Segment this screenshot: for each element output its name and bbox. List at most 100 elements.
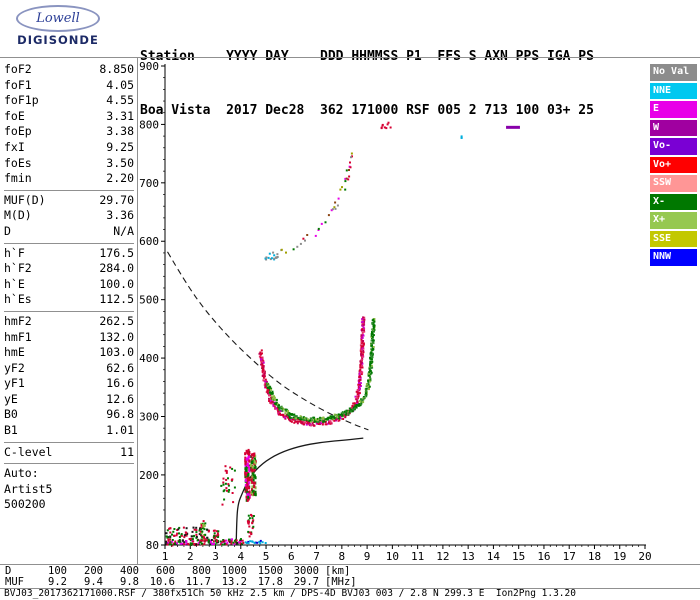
x-tick-label: 4 [237, 550, 244, 563]
muf-table-divider [0, 564, 700, 565]
param-row: foF2 8.850 [4, 62, 134, 78]
param-row: 500200 [4, 497, 134, 513]
trace-F1-cusp-a [244, 448, 251, 502]
param-label: hmF1 [4, 329, 32, 344]
muf-cell: 600 [156, 565, 175, 577]
param-group: C-level 11 [4, 443, 134, 465]
y-tick-label: 600 [139, 235, 159, 248]
param-value: 3.36 [106, 208, 134, 223]
muf-cell: 400 [120, 565, 139, 577]
header-line-1: Station YYYY DAY DDD HHMMSS P1 FFS S AXN… [140, 49, 594, 64]
param-value: 4.55 [106, 93, 134, 108]
param-label: h`Es [4, 292, 32, 307]
y-tick-label: 500 [139, 294, 159, 307]
muf-cell: 13.2 [221, 576, 247, 588]
trace-second-hop-trace [280, 152, 353, 254]
legend-item-vo-: Vo- [650, 138, 697, 155]
muf-cell: 29.7 [293, 576, 319, 588]
lowell-digisonde-logo: Lowell DIGISONDE [8, 5, 108, 47]
param-value: 62.6 [106, 360, 134, 375]
param-row: fxI 9.25 [4, 140, 134, 156]
param-value: 8.850 [99, 62, 134, 76]
param-value: 132.0 [99, 329, 134, 344]
param-label: yE [4, 391, 18, 406]
muf-unit: [km] [325, 565, 351, 577]
param-value: 96.8 [106, 407, 134, 422]
param-row: foEp 3.38 [4, 124, 134, 140]
muf-table-row-muf: MUF 9.2 9.4 9.8 10.6 11.7 13.2 17.8 29.7 [MHz] [5, 577, 357, 588]
parameter-panel: foF2 8.850 foF1 4.05 foF1p 4.55 foE 3.31 foEp 3.3… [4, 60, 134, 516]
param-row: h`F 176.5 [4, 246, 134, 262]
legend-item-sse: SSE [650, 230, 697, 247]
param-label: foF2 [4, 62, 32, 76]
muf-cell: 17.8 [257, 576, 283, 588]
param-row: hmF1 132.0 [4, 330, 134, 346]
x-tick-label: 10 [386, 550, 399, 563]
x-tick-label: 2 [187, 550, 194, 563]
x-axis: 1 2 3 4 5 6 7 8 9 10 11 12 13 14 15 16 17 18 19 20 [162, 545, 652, 563]
param-group: foF2 8.850 foF1 4.05 foF1p 4.55 foE 3.31 foEp 3.3… [4, 60, 134, 191]
legend-item-vo-: Vo+ [650, 156, 697, 173]
muf-cell: 10.6 [149, 576, 175, 588]
legend-item-nnw: NNW [650, 249, 697, 266]
param-label: foF1 [4, 77, 32, 92]
param-value: N/A [113, 223, 134, 238]
y-tick-label: 800 [139, 118, 159, 131]
param-value: 262.5 [99, 313, 134, 328]
muf3000-transmission-curve [167, 251, 369, 431]
param-value: 3.50 [106, 155, 134, 170]
param-label: h`E [4, 276, 25, 291]
param-label: h`F2 [4, 261, 32, 276]
muf-unit: [MHz] [325, 576, 357, 588]
param-row: foF1 4.05 [4, 78, 134, 94]
param-label: Artist5 [4, 481, 53, 496]
param-row: C-level 11 [4, 445, 134, 461]
y-tick-label: 900 [139, 60, 159, 73]
footer-divider [0, 588, 700, 589]
legend-item-x-: X+ [650, 212, 697, 229]
legend-item-x-: X- [650, 193, 697, 210]
param-label: foE [4, 108, 25, 123]
param-value: 100.0 [99, 276, 134, 291]
trace-spread-F-dots-red [380, 121, 392, 130]
x-tick-label: 19 [613, 550, 626, 563]
param-label: MUF(D) [4, 192, 46, 207]
legend-item-ssw: SSW [650, 175, 697, 192]
muf-cell: 3000 [293, 565, 319, 577]
x-tick-label: 11 [411, 550, 424, 563]
param-row: B0 96.8 [4, 407, 134, 423]
trace-second-hop-left-scatter [264, 251, 279, 261]
param-value: 3.31 [106, 108, 134, 123]
param-row: D N/A [4, 224, 134, 240]
y-tick-label: 200 [139, 469, 159, 482]
param-value: 11 [120, 444, 134, 459]
param-value: 1.01 [106, 423, 134, 438]
true-height-profile [235, 437, 364, 546]
x-tick-label: 18 [588, 550, 601, 563]
y-tick-label: 300 [139, 410, 159, 423]
y-tick-label: 400 [139, 352, 159, 365]
axes [164, 64, 646, 546]
muf-cell: 9.2 [48, 576, 67, 588]
param-label: M(D) [4, 208, 32, 223]
param-value: 3.38 [106, 124, 134, 139]
x-tick-label: 16 [537, 550, 550, 563]
param-group: MUF(D) 29.70 M(D) 3.36 D N/A [4, 191, 134, 244]
param-label: B0 [4, 407, 18, 422]
param-row: h`Es 112.5 [4, 292, 134, 308]
trace-Es-second-order [246, 513, 255, 538]
x-tick-label: 1 [162, 550, 169, 563]
param-row: fmin 2.20 [4, 171, 134, 187]
station-header: Station YYYY DAY DDD HHMMSS P1 FFS S AXN… [140, 12, 594, 156]
trace-Es-spike-b [212, 529, 220, 543]
param-row: Artist5 [4, 482, 134, 498]
muf-distance-table: D 100 200 400 600 800 1000 1500 3000 [km] MUF 9.2 9.… [5, 566, 357, 588]
param-label: foF1p [4, 93, 39, 108]
logo-ellipse: Lowell [16, 5, 100, 32]
param-row: M(D) 3.36 [4, 208, 134, 224]
param-row: h`E 100.0 [4, 277, 134, 293]
param-label: foEp [4, 124, 32, 139]
muf-table-row-d: D 100 200 400 600 800 1000 1500 3000 [km] [5, 566, 357, 577]
param-label: fmin [4, 171, 32, 186]
